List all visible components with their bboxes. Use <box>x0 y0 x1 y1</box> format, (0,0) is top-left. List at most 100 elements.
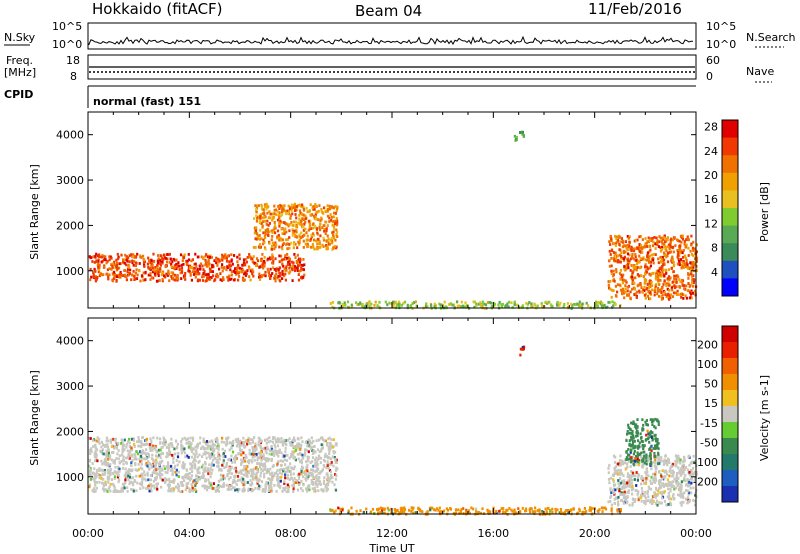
velocity-cell <box>383 508 386 512</box>
velocity-cell <box>488 510 491 513</box>
power-cell <box>260 257 263 261</box>
power-cell <box>119 271 122 274</box>
power-cell <box>198 278 201 282</box>
velocity-cell <box>502 510 505 514</box>
power-cell <box>627 293 630 297</box>
velocity-cell <box>240 458 243 462</box>
power-cell <box>248 253 251 256</box>
velocity-cell <box>616 508 619 512</box>
power-cell <box>280 227 283 231</box>
power-cell <box>666 236 669 239</box>
velocity-cell <box>210 455 213 458</box>
power-cell <box>636 258 639 262</box>
velocity-cell <box>221 463 224 467</box>
power-cell <box>587 304 590 307</box>
velocity-cell <box>222 459 225 463</box>
power-cell <box>117 266 121 270</box>
velocity-cell <box>204 447 207 450</box>
velocity-cell <box>270 459 273 462</box>
velocity-cell <box>273 474 276 478</box>
power-cell <box>219 278 222 282</box>
power-cell <box>302 258 305 261</box>
power-cell <box>667 283 670 287</box>
velocity-cell <box>654 477 657 481</box>
velocity-cell <box>411 508 414 511</box>
velocity-cell <box>113 438 116 442</box>
power-cell <box>331 231 334 235</box>
power-cell <box>662 283 665 286</box>
power-cell <box>127 256 130 260</box>
velocity-cell <box>567 509 570 512</box>
power-cell <box>293 206 297 210</box>
power-cell <box>273 204 276 208</box>
velocity-cell <box>145 442 148 446</box>
velocity-cell <box>270 471 273 475</box>
velocity-cell <box>118 490 121 493</box>
velocity-cell <box>225 461 229 465</box>
power-cell <box>273 208 276 212</box>
power-cell <box>323 224 326 227</box>
velocity-cell <box>505 508 508 512</box>
velocity-cell <box>98 475 101 479</box>
power-cell <box>102 273 105 277</box>
velocity-cell <box>160 468 163 472</box>
power-cell <box>296 269 299 272</box>
power-cell <box>386 303 389 307</box>
velocity-cell <box>294 449 298 452</box>
power-cell <box>615 240 618 244</box>
power-cell <box>266 228 269 231</box>
velocity-cell <box>318 438 321 442</box>
velocity-cell <box>288 478 291 481</box>
power-cell <box>256 218 259 221</box>
velocity-cell <box>276 476 279 479</box>
velocity-cell <box>165 451 169 455</box>
power-cell <box>581 304 584 308</box>
velocity-cell <box>217 465 220 469</box>
power-cell <box>308 221 311 225</box>
power-cell <box>92 255 95 259</box>
velocity-cell <box>129 468 132 472</box>
power-cell <box>678 244 681 248</box>
power-cell <box>271 266 275 270</box>
velocity-cell <box>148 455 151 459</box>
power-cell <box>335 228 338 232</box>
velocity-cell <box>159 461 162 464</box>
velocity-cell <box>144 473 147 477</box>
velocity-cell <box>133 442 136 446</box>
velocity-cell <box>617 495 620 499</box>
power-cell <box>108 258 111 262</box>
velocity-cell <box>513 508 516 512</box>
power-cell <box>623 265 626 268</box>
power-cell <box>319 219 322 222</box>
velocity-cell <box>504 510 507 514</box>
power-cell <box>274 257 277 261</box>
power-cell <box>286 253 289 256</box>
velocity-cell <box>127 440 130 444</box>
velocity-cell <box>359 509 362 512</box>
velocity-cell <box>271 449 274 453</box>
power-cell <box>280 220 283 224</box>
power-cell <box>686 266 689 270</box>
velocity-cell <box>130 476 133 480</box>
velocity-cell <box>640 475 643 478</box>
velocity-cell <box>647 459 650 463</box>
velocity-cell <box>309 471 312 475</box>
velocity-cell <box>665 461 668 465</box>
power-cell <box>126 270 129 274</box>
velocity-cell <box>262 453 265 456</box>
velocity-cell <box>401 510 404 514</box>
power-cell <box>279 279 282 283</box>
power-cell <box>278 254 281 258</box>
velocity-cell <box>267 484 270 487</box>
velocity-cell <box>236 440 239 443</box>
power-cell <box>689 261 692 265</box>
velocity-cell <box>284 446 287 450</box>
velocity-cell <box>654 470 657 474</box>
power-cell <box>262 238 265 242</box>
power-cell <box>652 253 655 256</box>
velocity-cell <box>324 485 327 489</box>
power-cell <box>300 268 303 272</box>
power-cell <box>156 263 159 267</box>
power-cell <box>198 264 201 268</box>
velocity-cell <box>105 439 108 443</box>
